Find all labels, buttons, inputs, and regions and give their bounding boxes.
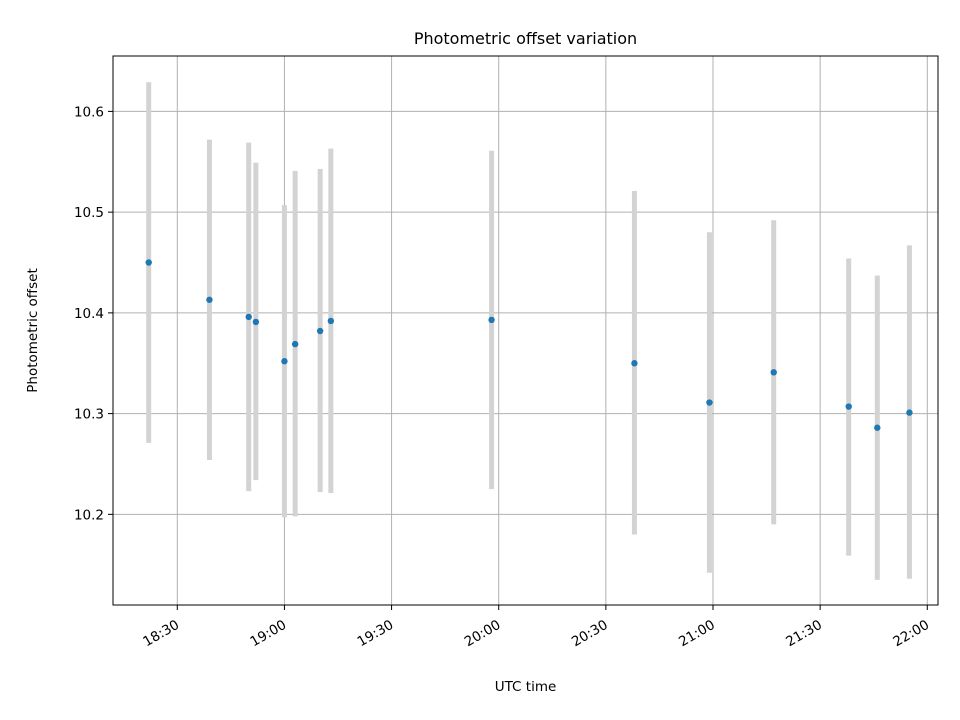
x-tick-label: 20:30 [569, 617, 611, 650]
x-tick-label: 19:00 [248, 617, 290, 650]
x-tick-label: 19:30 [355, 617, 397, 650]
y-tick-label: 10.5 [74, 205, 104, 221]
x-tick-label: 18:30 [140, 617, 182, 650]
data-point [145, 259, 152, 266]
y-axis-label: Photometric offset [25, 268, 41, 392]
x-tick-label: 21:00 [676, 617, 718, 650]
data-point [770, 369, 777, 376]
data-point [488, 316, 495, 324]
errorbar-layer [146, 82, 912, 580]
y-tick-label: 10.4 [74, 306, 104, 322]
data-point [252, 318, 260, 326]
point-layer [145, 259, 913, 431]
tick-layer: 18:30 19:00 19:30 20:00 20:30 21:00 21:30 22:00… [74, 104, 932, 650]
x-tick-label: 21:30 [783, 617, 825, 650]
data-point [281, 358, 288, 365]
y-tick-label: 10.3 [74, 407, 104, 423]
grid-layer [113, 56, 938, 605]
data-point [291, 340, 299, 348]
data-point [327, 317, 335, 325]
chart-title: Photometric offset variation [414, 29, 637, 48]
plot-frame [112, 55, 939, 606]
data-point [316, 327, 324, 335]
data-point [845, 403, 852, 410]
data-point [906, 409, 913, 416]
y-tick-label: 10.2 [74, 507, 104, 523]
data-point [631, 360, 638, 367]
data-point [245, 313, 252, 321]
y-tick-label: 10.6 [74, 104, 104, 120]
data-point [206, 296, 213, 303]
data-point [874, 424, 881, 431]
x-tick-label: 20:00 [462, 617, 504, 650]
x-axis-label: UTC time [495, 679, 557, 695]
x-tick-label: 22:00 [890, 617, 932, 650]
data-point [706, 399, 713, 406]
